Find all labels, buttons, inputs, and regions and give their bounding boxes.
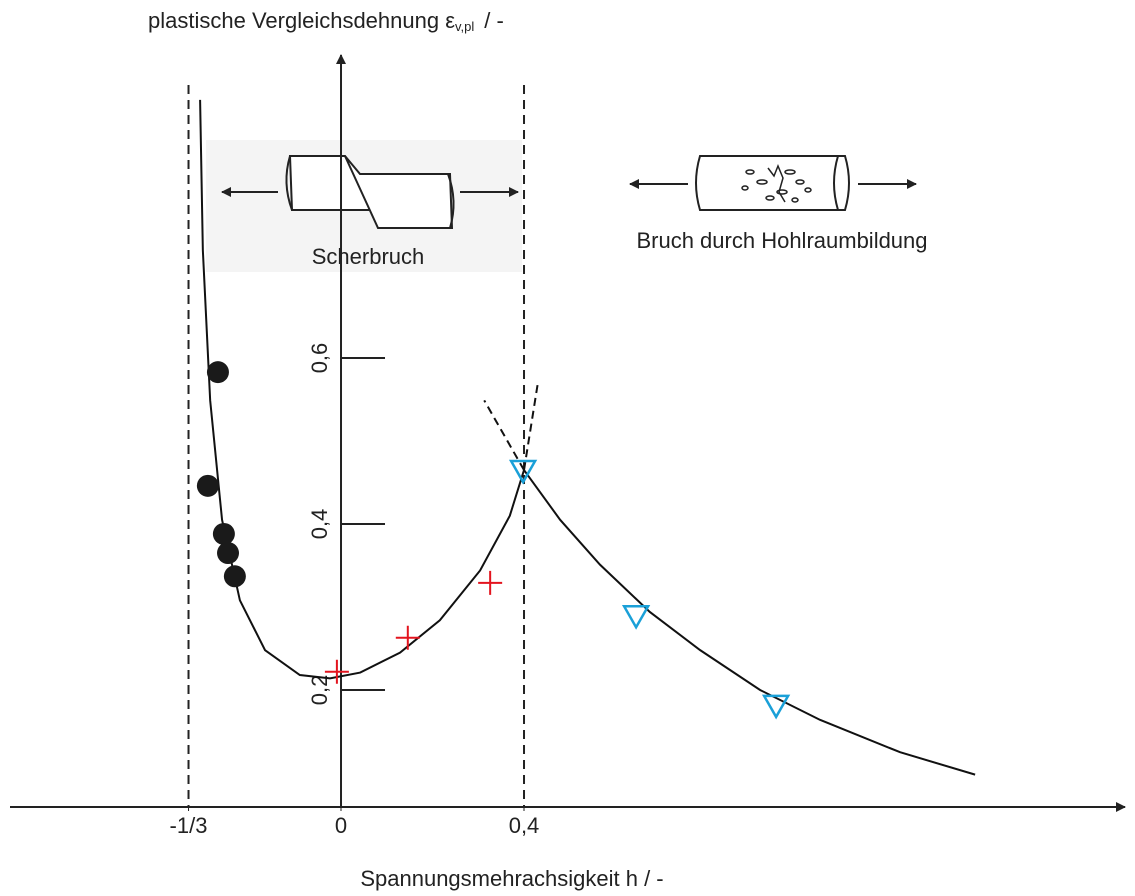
specimen	[695, 155, 850, 211]
data-point	[324, 659, 349, 684]
x-axis-label: Spannungsmehrachsigkeit h / -	[360, 866, 663, 891]
curve	[199, 99, 525, 680]
x-tick-label: -1/3	[170, 813, 208, 838]
data-point	[761, 694, 791, 720]
y-axis-label-text: plastische Vergleichsdehnung ε	[148, 8, 455, 33]
dashed-curve	[523, 383, 539, 471]
data-point	[196, 474, 219, 497]
dashed-curve	[483, 399, 525, 471]
y-axis-label-subscript: v,pl	[455, 19, 474, 34]
data-point	[212, 522, 235, 545]
annotation: Bruch durch Hohlraumbildung	[636, 228, 927, 253]
data-point	[206, 361, 229, 384]
annotation: Scherbruch	[312, 244, 425, 269]
x-tick-label: 0	[335, 813, 347, 838]
y-axis-label: plastische Vergleichsdehnung εv,pl / -	[148, 8, 504, 35]
specimen-end	[833, 155, 839, 211]
curve	[523, 469, 976, 776]
void-fracture-illustration: Bruch durch Hohlraumbildung	[629, 155, 928, 253]
y-tick-label: 0,2	[307, 675, 332, 706]
y-tick-label: 0,6	[307, 343, 332, 374]
data-point	[508, 459, 538, 485]
data-point	[223, 565, 246, 588]
y-tick-label: 0,4	[307, 509, 332, 540]
x-tick-label: 0,4	[509, 813, 540, 838]
specimen-end	[447, 173, 455, 229]
shear-fracture-illustration: Scherbruch	[206, 140, 522, 272]
data-point	[478, 570, 503, 595]
voids	[741, 164, 812, 203]
data-point	[217, 542, 240, 565]
specimen-end	[285, 155, 293, 211]
specimen-half	[344, 155, 454, 229]
data-point	[621, 605, 651, 630]
data-point	[395, 625, 420, 650]
y-axis-label-suffix: / -	[484, 8, 504, 33]
